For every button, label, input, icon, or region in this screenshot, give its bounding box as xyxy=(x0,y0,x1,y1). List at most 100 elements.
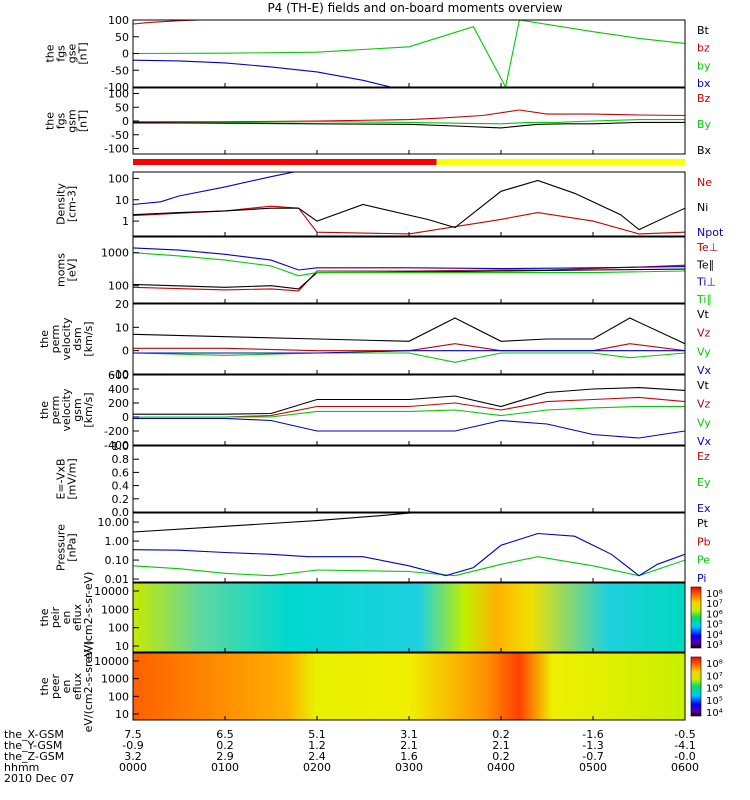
legend-entry: By xyxy=(697,118,712,131)
mode-bar-red xyxy=(133,159,437,165)
series-line-Ne xyxy=(133,206,685,234)
panel-frame xyxy=(133,304,685,374)
y-tick-label: 100 xyxy=(108,622,129,635)
y-tick-label: 10 xyxy=(115,640,129,653)
y-axis-label: [mV/m] xyxy=(66,458,79,499)
x-tick-label: 0000 xyxy=(119,761,147,774)
y-tick-label: -100 xyxy=(104,143,129,156)
y-tick-label: 10000 xyxy=(94,655,129,668)
legend-entry: Pe xyxy=(697,554,710,567)
legend-entry: Vz xyxy=(697,398,711,411)
y-axis-label: [km/s] xyxy=(82,321,95,356)
panel-frame xyxy=(133,446,685,512)
series-line-bz xyxy=(133,19,225,24)
y-axis-label: [eV] xyxy=(66,259,79,282)
legend-entry: Ex xyxy=(697,502,711,515)
y-tick-label: 50 xyxy=(115,31,129,44)
y-tick-label: 1 xyxy=(122,215,129,228)
y-tick-label: 100 xyxy=(108,690,129,703)
y-tick-label: -50 xyxy=(111,64,129,77)
y-axis-label: eV/(cm2-s-sr-eV) xyxy=(82,641,95,733)
x-tick-label: 0500 xyxy=(579,761,607,774)
legend-entry: Vz xyxy=(697,327,711,340)
panel-6 xyxy=(133,446,685,512)
legend-entry: Npot xyxy=(697,226,724,239)
y-tick-label: 50 xyxy=(115,101,129,114)
y-tick-label: 0 xyxy=(122,115,129,128)
legend-entry: bz xyxy=(697,42,710,55)
y-tick-label: -50 xyxy=(111,129,129,142)
spectrogram-8 xyxy=(133,583,685,652)
y-tick-label: 100 xyxy=(108,14,129,27)
legend-entry: Bt xyxy=(697,24,710,37)
legend-entry: Pb xyxy=(697,535,711,548)
colorbar-tick-label: 10⁷ xyxy=(706,671,723,682)
legend-entry: Ni xyxy=(697,201,708,214)
y-tick-label: 600 xyxy=(108,369,129,382)
y-tick-label: 1000 xyxy=(101,673,129,686)
panel-9 xyxy=(133,653,701,720)
colorbar-9 xyxy=(691,657,701,716)
y-tick-label: 10 xyxy=(115,708,129,721)
legend-entry: bx xyxy=(697,77,711,90)
legend-entry: Ey xyxy=(697,476,711,489)
colorbar-8 xyxy=(691,587,701,648)
panel-3 xyxy=(133,237,685,303)
overview-figure: Btbzbybx100500-50-100thefgsgse[nT]BzByBx… xyxy=(0,0,750,800)
y-tick-label: 1000 xyxy=(101,603,129,616)
legend-entry: Vt xyxy=(697,308,710,321)
y-axis-label: [cm-3] xyxy=(66,186,79,222)
series-line-Ti∥ xyxy=(133,253,685,276)
y-tick-label: 100 xyxy=(108,172,129,185)
panel-1 xyxy=(133,88,685,154)
legend-entry: Vt xyxy=(697,379,710,392)
series-line-Ni xyxy=(133,181,685,230)
y-tick-label: 0 xyxy=(122,345,129,358)
y-tick-label: 200 xyxy=(108,397,129,410)
date-label: 2010 Dec 07 xyxy=(4,772,74,785)
series-line-Vy xyxy=(133,353,685,362)
y-tick-label: 0.8 xyxy=(112,453,130,466)
panel-4 xyxy=(133,304,685,374)
x-tick-label: 0600 xyxy=(671,761,699,774)
mode-bar-yellow xyxy=(437,159,685,165)
x-tick-label: 0300 xyxy=(395,761,423,774)
colorbar-tick-label: 10⁵ xyxy=(706,696,723,707)
series-line-Vt xyxy=(133,318,685,344)
y-tick-label: 1.00 xyxy=(105,535,130,548)
y-tick-label: 400 xyxy=(108,383,129,396)
y-tick-label: 1000 xyxy=(101,247,129,260)
panel-7 xyxy=(133,511,685,582)
panel-frame xyxy=(133,172,685,236)
y-axis-label: [nT] xyxy=(77,110,90,132)
y-tick-label: 10.00 xyxy=(98,516,130,529)
legend-entry: Te∥ xyxy=(696,258,714,271)
y-axis-label: [nT] xyxy=(77,42,90,64)
y-tick-label: 20 xyxy=(115,298,129,311)
legend-entry: Vx xyxy=(697,364,712,377)
y-tick-label: 10 xyxy=(115,194,129,207)
legend-entry: Ez xyxy=(697,450,710,463)
legend-entry: Bz xyxy=(697,92,711,105)
legend-entry: Ne xyxy=(697,176,712,189)
series-line-Npot xyxy=(133,172,294,205)
x-tick-label: 0200 xyxy=(303,761,331,774)
legend-entry: Pi xyxy=(697,572,706,585)
series-line-Vy xyxy=(133,407,685,418)
x-tick-label: 0100 xyxy=(211,761,239,774)
panel-2 xyxy=(133,172,685,236)
y-tick-label: 0.6 xyxy=(112,466,130,479)
series-line-Vx xyxy=(133,418,685,438)
panel-frame xyxy=(133,375,685,445)
figure-title: P4 (TH-E) fields and on-board moments ov… xyxy=(267,1,562,15)
series-line-bx xyxy=(133,60,391,87)
x-tick-label: 0400 xyxy=(487,761,515,774)
y-tick-label: 0.4 xyxy=(112,480,130,493)
y-tick-label: 1.0 xyxy=(112,440,130,453)
legend-entry: Vy xyxy=(697,416,711,429)
legend-entry: Vx xyxy=(697,435,712,448)
series-line-Bx xyxy=(133,122,685,128)
legend-entry: Vy xyxy=(697,345,711,358)
series-line-Vz xyxy=(133,344,685,351)
legend-entry: by xyxy=(697,59,711,72)
